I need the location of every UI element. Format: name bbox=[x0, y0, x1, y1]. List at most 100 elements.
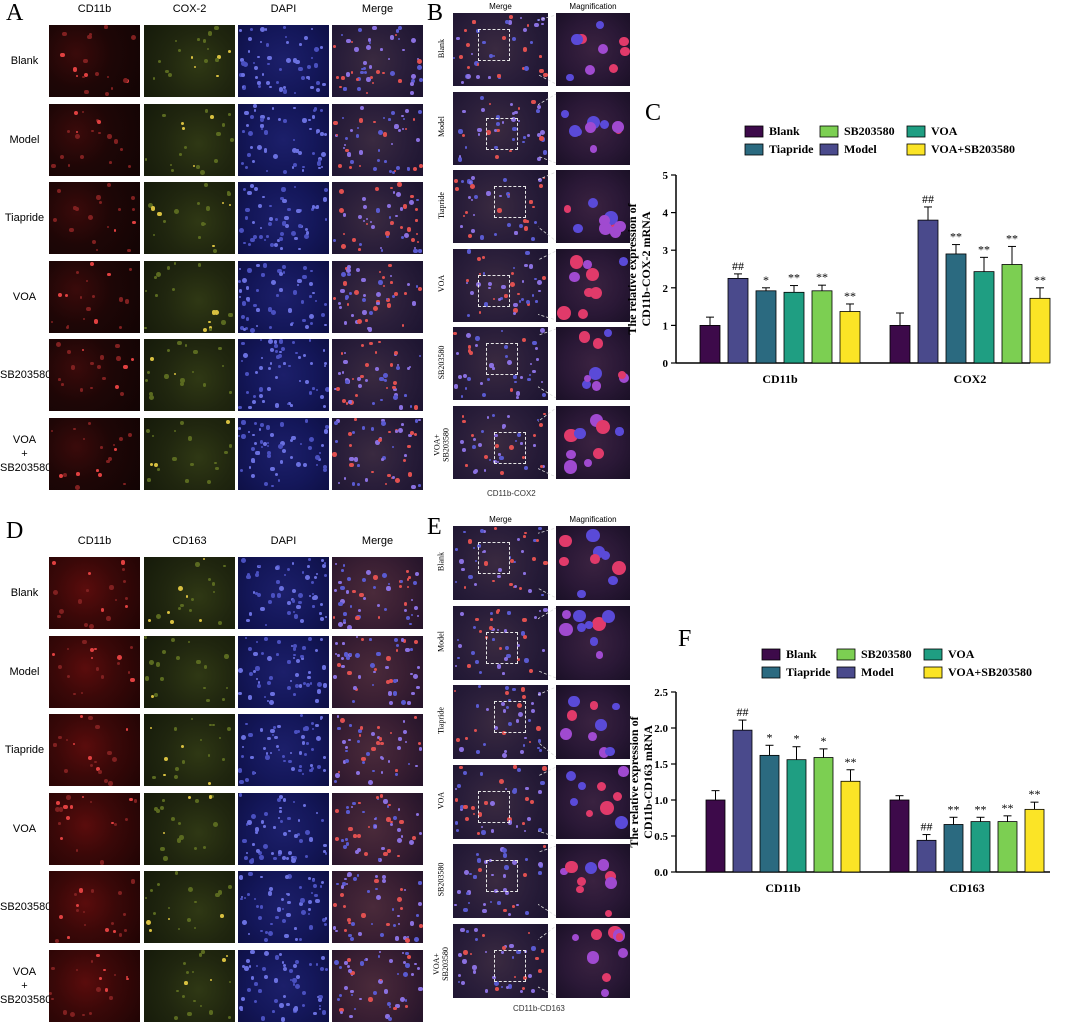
cell-dot bbox=[402, 204, 408, 210]
cell-dot bbox=[349, 1014, 354, 1019]
cell-dot bbox=[464, 870, 470, 876]
cell-dot bbox=[82, 75, 85, 78]
cell-dot bbox=[469, 183, 475, 189]
cell-dot bbox=[190, 718, 194, 721]
cell-dot bbox=[263, 812, 268, 817]
cell-dot bbox=[418, 287, 423, 292]
cell-dot bbox=[238, 406, 242, 410]
cell-dot bbox=[350, 993, 354, 997]
cell-dot bbox=[256, 964, 259, 968]
cell-dot bbox=[527, 718, 532, 723]
cell-dot bbox=[502, 752, 507, 758]
bar-cd163-5 bbox=[1024, 808, 1045, 873]
cell-dot bbox=[82, 348, 85, 351]
cell-dot bbox=[348, 922, 351, 925]
cell-dot bbox=[346, 842, 350, 846]
cell-dot bbox=[482, 272, 486, 275]
cell-dot bbox=[418, 986, 423, 992]
cell-dot bbox=[494, 444, 499, 449]
legend-swatch-4 bbox=[836, 648, 856, 661]
cell-dot bbox=[278, 748, 281, 752]
cell-dot bbox=[303, 233, 309, 239]
cell-dot bbox=[494, 981, 500, 987]
cell-dot bbox=[525, 786, 529, 790]
cell-dot bbox=[477, 543, 481, 548]
cell-dot bbox=[293, 92, 296, 95]
cell-dot bbox=[383, 159, 387, 163]
cell-dot bbox=[79, 714, 83, 718]
cell-dot bbox=[522, 218, 528, 224]
cell-dot bbox=[99, 355, 105, 360]
cell-dot bbox=[507, 984, 513, 989]
cell-dot bbox=[466, 333, 472, 339]
cell-dot bbox=[244, 110, 249, 116]
cell-dot bbox=[517, 106, 521, 110]
cell-dot bbox=[89, 1012, 93, 1016]
cell-dot bbox=[225, 419, 230, 424]
cell-dot bbox=[418, 484, 421, 488]
magnified-image-e-3 bbox=[556, 764, 630, 839]
bar-cd11b-2 bbox=[755, 290, 777, 364]
cell-dot bbox=[260, 875, 263, 879]
cell-dot bbox=[278, 794, 284, 799]
cell-dot bbox=[245, 286, 250, 291]
cell-dot bbox=[82, 910, 86, 914]
cell-dot bbox=[72, 67, 78, 72]
cell-dot bbox=[340, 585, 345, 591]
cell-dot bbox=[288, 829, 291, 833]
cell-dot bbox=[358, 214, 363, 219]
cell-dot bbox=[569, 271, 580, 283]
cell-dot bbox=[301, 740, 306, 745]
cell-dot bbox=[297, 768, 302, 773]
cell-dot bbox=[390, 143, 394, 146]
cell-dot bbox=[334, 961, 339, 966]
cell-dot bbox=[239, 29, 243, 33]
cell-dot bbox=[589, 636, 599, 646]
cell-dot bbox=[375, 208, 380, 213]
cell-dot bbox=[310, 85, 314, 90]
cell-dot bbox=[150, 462, 154, 466]
cell-dot bbox=[263, 746, 267, 750]
cell-dot bbox=[298, 379, 302, 382]
cell-dot bbox=[400, 906, 404, 911]
cell-dot bbox=[342, 642, 345, 645]
cell-dot bbox=[472, 20, 476, 24]
micrograph-d-r5-c1 bbox=[144, 949, 235, 1022]
cell-dot bbox=[131, 358, 135, 362]
cell-dot bbox=[531, 946, 536, 951]
cell-dot bbox=[467, 349, 472, 353]
cell-dot bbox=[465, 42, 470, 47]
cell-dot bbox=[482, 256, 486, 260]
cell-dot bbox=[208, 794, 213, 799]
cell-dot bbox=[278, 117, 282, 121]
cell-dot bbox=[393, 816, 398, 821]
cell-dot bbox=[148, 202, 154, 208]
cell-dot bbox=[363, 958, 367, 962]
cell-dot bbox=[533, 444, 536, 447]
cell-dot bbox=[279, 288, 284, 292]
cell-dot bbox=[377, 955, 381, 958]
legend-label-2: Tiapride bbox=[786, 665, 831, 679]
cell-dot bbox=[287, 900, 291, 905]
cell-dot bbox=[388, 57, 391, 60]
cell-dot bbox=[518, 300, 522, 303]
cell-dot bbox=[193, 349, 198, 355]
cell-dot bbox=[258, 84, 262, 89]
cell-dot bbox=[359, 70, 364, 75]
row-label-a-4: SB203580 bbox=[0, 369, 52, 381]
cell-dot bbox=[247, 49, 251, 53]
magnified-image-b-4 bbox=[556, 327, 630, 400]
cell-dot bbox=[341, 243, 347, 249]
cell-dot bbox=[498, 297, 502, 301]
cell-dot bbox=[408, 433, 412, 438]
cell-dot bbox=[248, 965, 251, 968]
cell-dot bbox=[501, 120, 505, 124]
cell-dot bbox=[522, 337, 527, 342]
cell-dot bbox=[259, 905, 264, 910]
cell-dot bbox=[347, 152, 352, 157]
cell-dot bbox=[282, 89, 288, 94]
cell-dot bbox=[59, 837, 63, 841]
cell-dot bbox=[608, 63, 619, 73]
cell-dot bbox=[496, 128, 500, 132]
cell-dot bbox=[381, 847, 385, 851]
